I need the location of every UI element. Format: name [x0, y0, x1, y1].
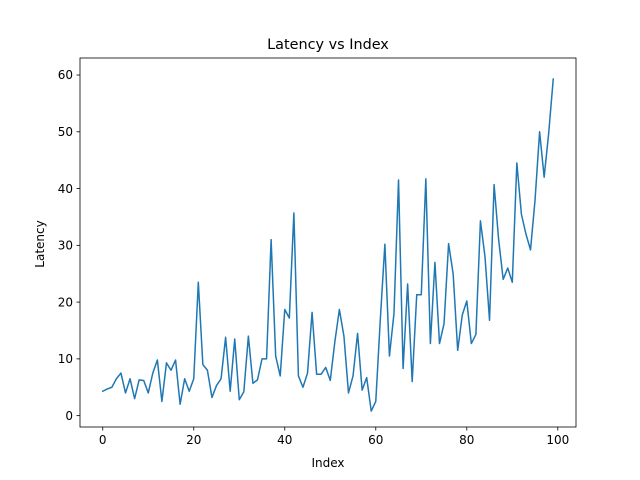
- y-axis-label: Latency: [33, 220, 47, 267]
- y-tick-label: 0: [65, 409, 73, 423]
- axes: 0 20 40 60 80 100 0 10 20 30 40 50 60: [58, 57, 577, 447]
- x-tick-label: 40: [277, 433, 292, 447]
- chart-title: Latency vs Index: [267, 37, 389, 53]
- series-line-0: [101, 78, 555, 412]
- y-tick-label: 50: [58, 125, 73, 139]
- plot-area: [101, 78, 555, 412]
- y-tick-label: 30: [58, 239, 73, 253]
- x-tick-label: 100: [546, 433, 569, 447]
- y-tick-label: 40: [58, 182, 73, 196]
- y-tick-label: 60: [58, 68, 73, 82]
- y-tick-label: 20: [58, 295, 73, 309]
- y-tick-label: 10: [58, 352, 73, 366]
- plot-frame: [79, 57, 577, 428]
- x-tick-label: 60: [368, 433, 383, 447]
- x-tick-label: 20: [186, 433, 201, 447]
- x-tick-label: 80: [459, 433, 474, 447]
- x-axis-label: Index: [311, 456, 344, 470]
- x-tick-label: 0: [99, 433, 107, 447]
